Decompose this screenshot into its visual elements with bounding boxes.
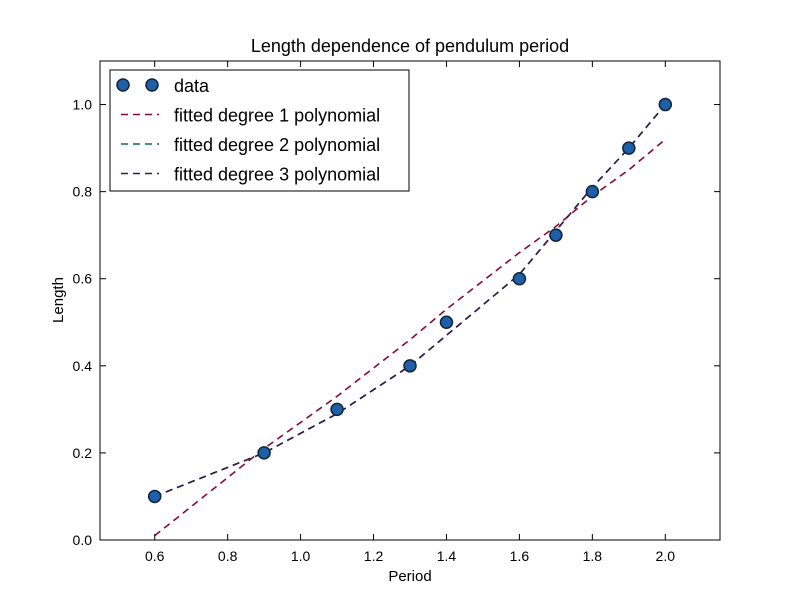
data-point xyxy=(257,446,271,460)
x-tick-label: 1.0 xyxy=(291,548,311,564)
data-point xyxy=(549,228,563,242)
x-tick-label: 1.8 xyxy=(583,548,603,564)
data-point xyxy=(403,359,417,373)
chart-title: Length dependence of pendulum period xyxy=(251,36,569,56)
x-tick-label: 1.4 xyxy=(437,548,457,564)
legend-label: fitted degree 2 polynomial xyxy=(174,135,380,155)
data-point xyxy=(512,271,527,286)
x-tick-label: 1.6 xyxy=(510,548,530,564)
legend-marker xyxy=(145,78,159,92)
plot-frame xyxy=(99,60,721,541)
x-tick-label: 1.2 xyxy=(364,548,384,564)
y-tick-label: 0.4 xyxy=(73,358,93,374)
y-tick-label: 1.0 xyxy=(73,97,93,113)
legend-label: fitted degree 1 polynomial xyxy=(174,106,380,126)
data-point xyxy=(439,315,454,330)
x-tick-label: 0.8 xyxy=(218,548,238,564)
legend-box xyxy=(109,69,410,192)
data-point xyxy=(622,141,636,155)
y-tick-label: 0.8 xyxy=(73,184,93,200)
data-point xyxy=(330,402,344,417)
legend-label: fitted degree 3 polynomial xyxy=(174,165,380,185)
plot-layer xyxy=(147,97,673,537)
y-tick-label: 0.6 xyxy=(73,271,93,287)
series-line-1 xyxy=(154,138,666,537)
x-axis-label: Period xyxy=(388,568,431,585)
legend-marker xyxy=(116,78,130,92)
y-tick-label: 0.0 xyxy=(73,532,93,548)
x-tick-label: 0.6 xyxy=(145,548,165,564)
legend-label: data xyxy=(174,76,210,96)
data-point xyxy=(147,489,162,504)
legend: data fitted degree 1 polynomial fitted deg… xyxy=(109,69,410,192)
y-tick-label: 0.2 xyxy=(73,445,93,461)
data-point xyxy=(585,184,600,199)
series-line-3 xyxy=(154,104,666,498)
x-tick-label: 2.0 xyxy=(656,548,676,564)
y-axis-label: Length xyxy=(50,277,67,323)
axes-layer: 0.6 0.8 1.0 1.2 1.4 1.6 1.8 2.0 0.0 0.2 0.4 0.6 0.8 1… xyxy=(73,60,721,564)
data-point xyxy=(658,97,673,112)
